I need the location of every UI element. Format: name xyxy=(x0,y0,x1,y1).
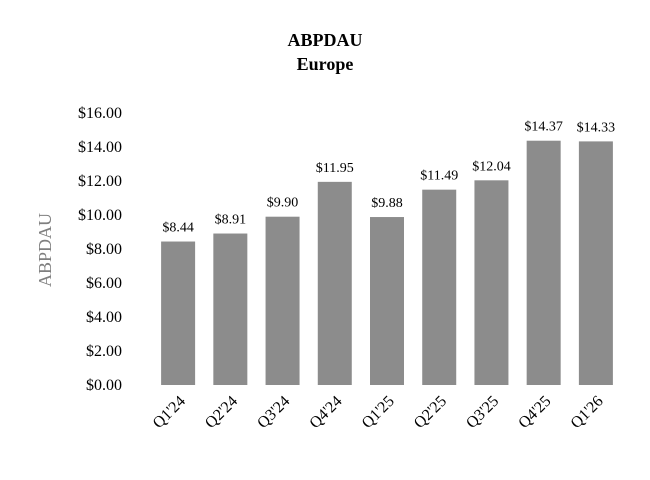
x-tick-label: Q4'25 xyxy=(515,393,554,432)
y-axis: $0.00 $2.00 $4.00 $6.00 $8.00 $10.00 $12.00 $14… xyxy=(78,105,122,394)
x-tick-label: Q1'25 xyxy=(359,393,398,432)
x-tick-label: Q3'25 xyxy=(463,393,502,432)
x-tick-label: Q2'25 xyxy=(411,393,450,432)
chart-title: ABPDAU xyxy=(288,30,363,50)
y-tick-label: $6.00 xyxy=(86,275,122,292)
bar-value-label: $8.44 xyxy=(162,221,194,236)
y-tick-label: $2.00 xyxy=(86,343,122,360)
x-tick-label: Q2'24 xyxy=(202,393,241,432)
bar xyxy=(213,233,248,385)
y-tick-label: $4.00 xyxy=(86,309,122,326)
bar xyxy=(474,180,509,385)
bar-value-label: $11.95 xyxy=(316,161,354,176)
bar-value-label: $8.91 xyxy=(215,213,247,228)
x-tick-label: Q1'24 xyxy=(150,393,189,432)
bar-value-label: $9.88 xyxy=(371,196,403,211)
bar xyxy=(370,217,404,385)
bar-value-label: $14.37 xyxy=(524,120,563,135)
x-tick-label: Q3'24 xyxy=(254,393,293,432)
bar-value-label: $9.90 xyxy=(267,196,299,211)
x-tick-label: Q4'24 xyxy=(306,393,345,432)
bar xyxy=(161,241,196,385)
bar-value-label: $14.33 xyxy=(577,120,616,135)
y-tick-label: $12.00 xyxy=(78,173,122,190)
bar xyxy=(317,181,352,385)
chart-subtitle: Europe xyxy=(297,54,354,74)
bar-value-label: $12.04 xyxy=(472,159,511,174)
y-axis-label: ABPDAU xyxy=(35,213,55,287)
bar xyxy=(526,140,561,385)
y-tick-label: $14.00 xyxy=(78,139,122,156)
bar-value-label: $11.49 xyxy=(420,169,458,184)
x-axis: Q1'24 Q2'24 Q3'24 Q4'24 Q1'25 Q2'25 Q3'25 Q4'25… xyxy=(150,393,607,432)
y-tick-label: $0.00 xyxy=(86,377,122,394)
bar xyxy=(265,216,300,385)
y-tick-label: $8.00 xyxy=(86,241,122,258)
bar xyxy=(422,189,457,385)
bars: $8.44 $8.91 $9.90 $11.95 $9.88 $11.49 $12.04 $1… xyxy=(161,120,615,385)
y-tick-label: $10.00 xyxy=(78,207,122,224)
y-tick-label: $16.00 xyxy=(78,105,122,122)
bar xyxy=(578,141,613,385)
x-tick-label: Q1'26 xyxy=(568,393,607,432)
